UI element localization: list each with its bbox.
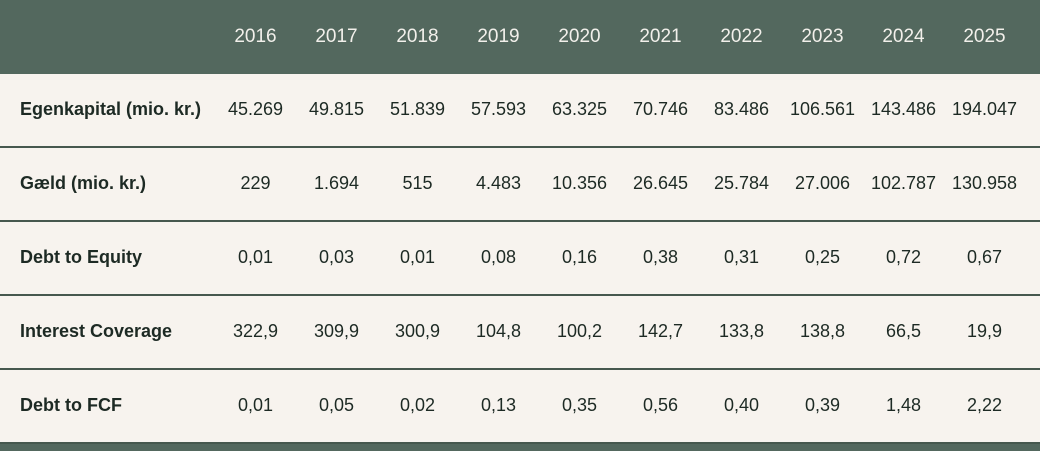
year-header-2023: 2023 — [801, 25, 844, 47]
metric-value: 138,8 — [799, 321, 846, 342]
metric-value: 0,38 — [642, 247, 679, 268]
year-header-2021: 2021 — [639, 25, 682, 47]
table-body: Egenkapital (mio. kr.) 45.269 49.815 51.839… — [0, 74, 1040, 444]
metric-value: 0,72 — [885, 247, 922, 268]
metric-value: 133,8 — [718, 321, 765, 342]
metric-value: 66,5 — [885, 321, 922, 342]
metric-value: 1,48 — [885, 395, 922, 416]
metric-value: 27.006 — [794, 173, 851, 194]
metric-value: 0,40 — [723, 395, 760, 416]
metric-value: 4.483 — [475, 173, 522, 194]
metric-value: 0,08 — [480, 247, 517, 268]
row-label: Egenkapital (mio. kr.) — [20, 99, 202, 120]
metric-value: 63.325 — [551, 99, 608, 120]
metric-value: 0,67 — [966, 247, 1003, 268]
metric-value: 104,8 — [475, 321, 522, 342]
next-section-header-bar — [0, 444, 1040, 451]
metric-value: 49.815 — [308, 99, 365, 120]
metric-value: 1.694 — [313, 173, 360, 194]
metric-value: 0,02 — [399, 395, 436, 416]
year-header-2017: 2017 — [315, 25, 358, 47]
metric-value: 0,01 — [399, 247, 436, 268]
metric-value: 309,9 — [313, 321, 360, 342]
metric-value: 0,25 — [804, 247, 841, 268]
year-header-2025: 2025 — [963, 25, 1006, 47]
metric-value: 0,01 — [237, 247, 274, 268]
metric-value: 45.269 — [227, 99, 284, 120]
metric-value: 0,35 — [561, 395, 598, 416]
row-label: Interest Coverage — [20, 321, 173, 342]
table-row: Interest Coverage 322,9 309,9 300,9 104,8 100… — [0, 296, 1040, 370]
metric-value: 322,9 — [232, 321, 279, 342]
metric-value: 19,9 — [966, 321, 1003, 342]
metric-value: 0,01 — [237, 395, 274, 416]
metric-value: 83.486 — [713, 99, 770, 120]
metric-value: 106.561 — [789, 99, 856, 120]
row-label: Gæld (mio. kr.) — [20, 173, 147, 194]
metric-value: 0,39 — [804, 395, 841, 416]
row-label: Debt to Equity — [20, 247, 142, 268]
year-header-2024: 2024 — [882, 25, 925, 47]
year-header-2016: 2016 — [234, 25, 277, 47]
metric-value: 229 — [240, 173, 271, 194]
metric-value: 0,56 — [642, 395, 679, 416]
table-row: Egenkapital (mio. kr.) 45.269 49.815 51.839… — [0, 74, 1040, 148]
metric-value: 300,9 — [394, 321, 441, 342]
metric-value: 2,22 — [966, 395, 1003, 416]
metric-value: 10.356 — [551, 173, 608, 194]
table-row: Debt to Equity 0,01 0,03 0,01 0,08 0,16 0,38 0,… — [0, 222, 1040, 296]
year-header-2018: 2018 — [396, 25, 439, 47]
metric-value: 70.746 — [632, 99, 689, 120]
metric-value: 0,05 — [318, 395, 355, 416]
table-row: Gæld (mio. kr.) 229 1.694 515 4.483 10.356 26.… — [0, 148, 1040, 222]
metric-value: 51.839 — [389, 99, 446, 120]
metric-value: 100,2 — [556, 321, 603, 342]
metric-value: 57.593 — [470, 99, 527, 120]
row-label: Debt to FCF — [20, 395, 122, 416]
metric-value: 0,03 — [318, 247, 355, 268]
table-header-row: 2016 2017 2018 2019 2020 2021 2022 2023 2024 2025 — [0, 0, 1040, 74]
table-row: Debt to FCF 0,01 0,05 0,02 0,13 0,35 0,56 0,40 0… — [0, 370, 1040, 444]
metric-value: 26.645 — [632, 173, 689, 194]
year-header-2019: 2019 — [477, 25, 520, 47]
metric-value: 143.486 — [870, 99, 937, 120]
metric-value: 0,16 — [561, 247, 598, 268]
metric-value: 102.787 — [870, 173, 937, 194]
metric-value: 515 — [402, 173, 433, 194]
metric-value: 130.958 — [951, 173, 1018, 194]
metric-value: 0,13 — [480, 395, 517, 416]
metric-value: 194.047 — [951, 99, 1018, 120]
metric-value: 142,7 — [637, 321, 684, 342]
metric-value: 25.784 — [713, 173, 770, 194]
year-header-2020: 2020 — [558, 25, 601, 47]
year-header-2022: 2022 — [720, 25, 763, 47]
metric-value: 0,31 — [723, 247, 760, 268]
